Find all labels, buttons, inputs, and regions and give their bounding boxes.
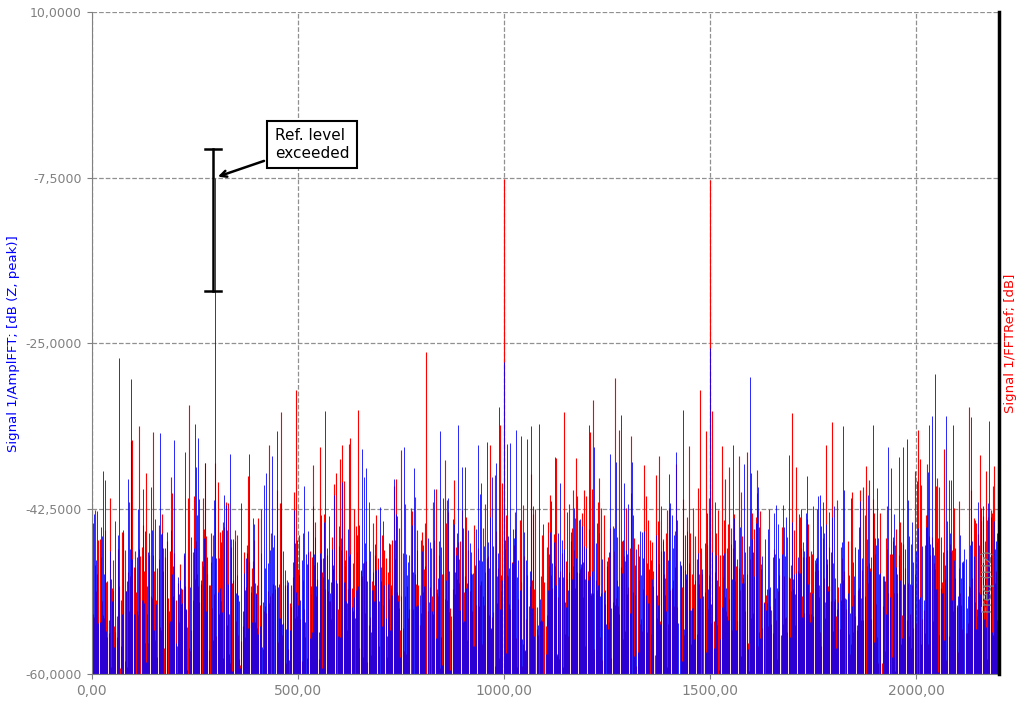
Text: Ref. level
exceeded: Ref. level exceeded <box>220 128 349 177</box>
Y-axis label: Signal 1/AmplFFT; [dB (Z, peak)]: Signal 1/AmplFFT; [dB (Z, peak)] <box>7 235 19 451</box>
Y-axis label: Signal 1/FFTRef; [dB]: Signal 1/FFTRef; [dB] <box>1005 274 1017 413</box>
Text: Freq (Hz): Freq (Hz) <box>981 551 995 613</box>
